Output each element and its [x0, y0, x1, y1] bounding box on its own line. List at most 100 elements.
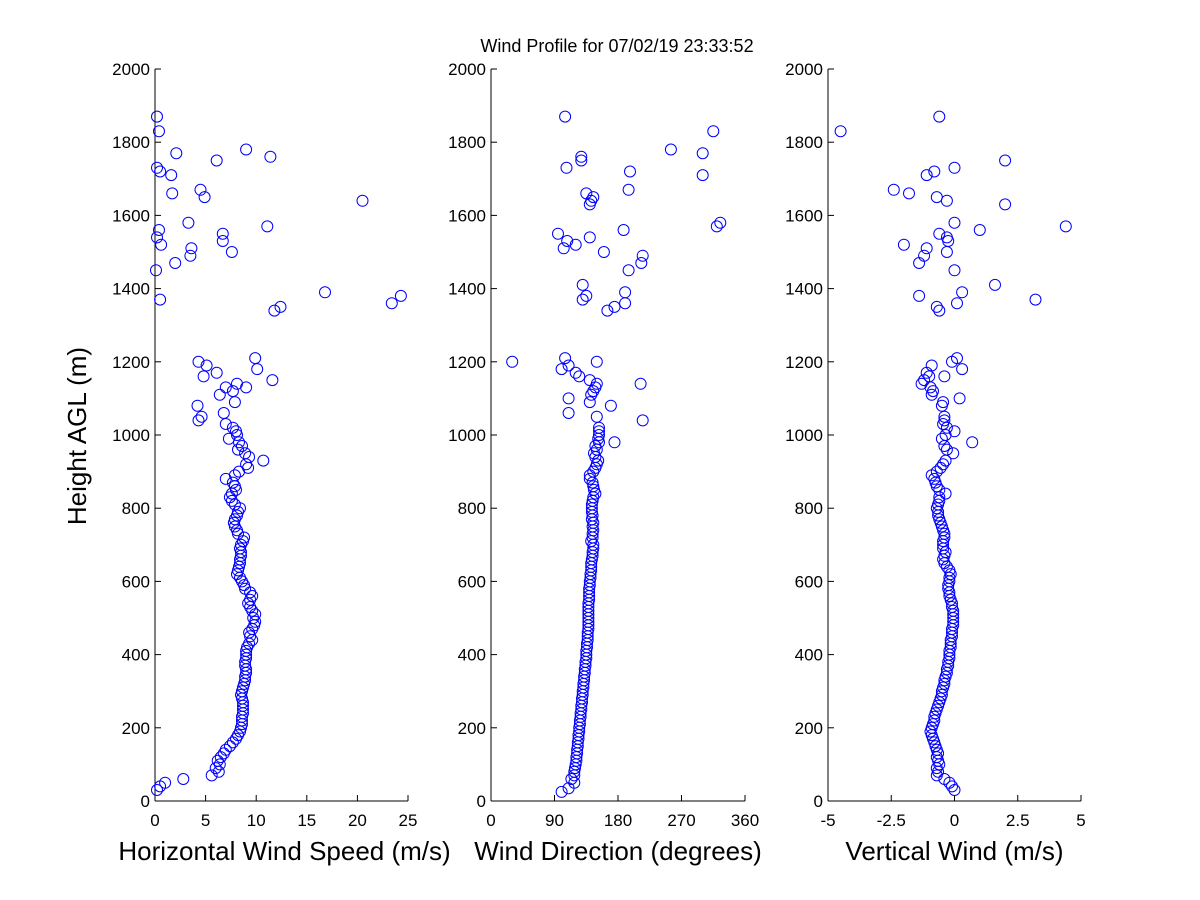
data-point — [225, 246, 238, 258]
data-point — [192, 414, 205, 427]
y-tick-label: 800 — [122, 499, 150, 518]
x-tick-label: 0 — [486, 811, 495, 830]
data-point — [939, 546, 952, 559]
y-tick-label: 1800 — [785, 133, 823, 152]
data-point — [935, 432, 948, 445]
y-tick-label: 1200 — [112, 353, 150, 372]
data-point — [956, 363, 969, 376]
data-point — [940, 443, 953, 456]
data-point — [169, 257, 182, 269]
data-point — [150, 264, 162, 277]
data-point — [580, 289, 593, 302]
data-point — [930, 762, 943, 775]
data-point — [696, 147, 709, 160]
data-point — [234, 542, 246, 555]
data-point — [240, 458, 253, 471]
y-tick-label: 1600 — [448, 206, 486, 225]
data-point — [710, 220, 723, 233]
data-point — [948, 216, 961, 229]
data-point — [938, 677, 951, 690]
data-point — [714, 216, 727, 229]
x-tick-label: 10 — [247, 811, 266, 830]
data-point — [240, 648, 253, 661]
y-tick-label: 1400 — [448, 280, 486, 299]
data-point — [973, 224, 986, 236]
data-point — [943, 564, 956, 577]
x-tick-label: 0 — [950, 811, 959, 830]
data-point — [226, 385, 239, 398]
data-point — [593, 429, 605, 441]
data-point — [182, 216, 195, 229]
data-point — [635, 257, 648, 269]
data-point — [933, 227, 946, 240]
data-point — [559, 352, 572, 365]
data-point — [1059, 220, 1072, 233]
data-point — [636, 249, 649, 262]
data-point — [887, 183, 900, 196]
data-point — [213, 388, 226, 401]
x-axis-label: Wind Direction (degrees) — [474, 836, 762, 866]
y-tick-label: 400 — [795, 646, 823, 665]
data-point — [228, 469, 241, 482]
data-point — [246, 590, 259, 602]
data-point — [557, 242, 570, 255]
data-point — [243, 626, 256, 639]
data-point — [155, 238, 168, 251]
data-point — [192, 355, 205, 368]
y-tick-label: 2000 — [112, 60, 150, 79]
x-tick-label: -2.5 — [877, 811, 906, 830]
data-point — [385, 297, 398, 310]
data-point — [195, 410, 208, 423]
data-point — [236, 440, 248, 452]
data-point — [918, 249, 931, 262]
data-point — [622, 264, 635, 277]
data-point — [233, 560, 245, 573]
x-tick-label: 5 — [1076, 811, 1085, 830]
data-point — [223, 740, 236, 753]
y-tick-label: 600 — [122, 572, 150, 591]
data-point — [956, 286, 969, 299]
data-point — [562, 392, 575, 405]
data-point — [239, 447, 252, 460]
data-point — [834, 125, 847, 138]
data-point — [999, 154, 1012, 167]
data-point — [226, 736, 239, 749]
data-point — [937, 396, 950, 409]
x-tick-label: 25 — [399, 811, 418, 830]
data-point — [938, 773, 951, 785]
data-point — [948, 784, 961, 796]
y-tick-label: 400 — [122, 646, 150, 665]
data-point — [946, 601, 958, 613]
data-point — [619, 286, 632, 299]
y-tick-label: 800 — [458, 499, 486, 518]
data-point — [226, 421, 239, 434]
data-point — [237, 681, 249, 694]
data-point — [583, 374, 596, 387]
data-point — [231, 568, 243, 581]
data-point — [261, 220, 274, 233]
data-point — [590, 355, 603, 368]
data-point — [590, 410, 603, 423]
x-axis-label: Horizontal Wind Speed (m/s) — [118, 836, 450, 866]
x-tick-label: 15 — [297, 811, 316, 830]
data-point — [210, 366, 223, 379]
data-point — [233, 436, 245, 449]
data-point — [198, 191, 211, 204]
data-point — [569, 366, 582, 379]
data-point — [232, 564, 244, 577]
data-point — [937, 458, 950, 471]
data-point — [235, 688, 247, 701]
data-point — [920, 169, 933, 182]
data-point — [559, 110, 572, 123]
data-point — [940, 421, 953, 434]
data-point — [636, 414, 649, 427]
data-point — [948, 264, 961, 277]
data-point — [593, 425, 605, 438]
data-point — [211, 754, 224, 767]
data-point — [266, 374, 279, 387]
y-tick-label: 1400 — [785, 280, 823, 299]
panel-vertical-wind: 0 200 400 600 800 1000 1200 1400 1600 1800 2000 -5 -… — [785, 60, 1086, 866]
data-point — [165, 169, 178, 182]
y-tick-label: 1800 — [112, 133, 150, 152]
